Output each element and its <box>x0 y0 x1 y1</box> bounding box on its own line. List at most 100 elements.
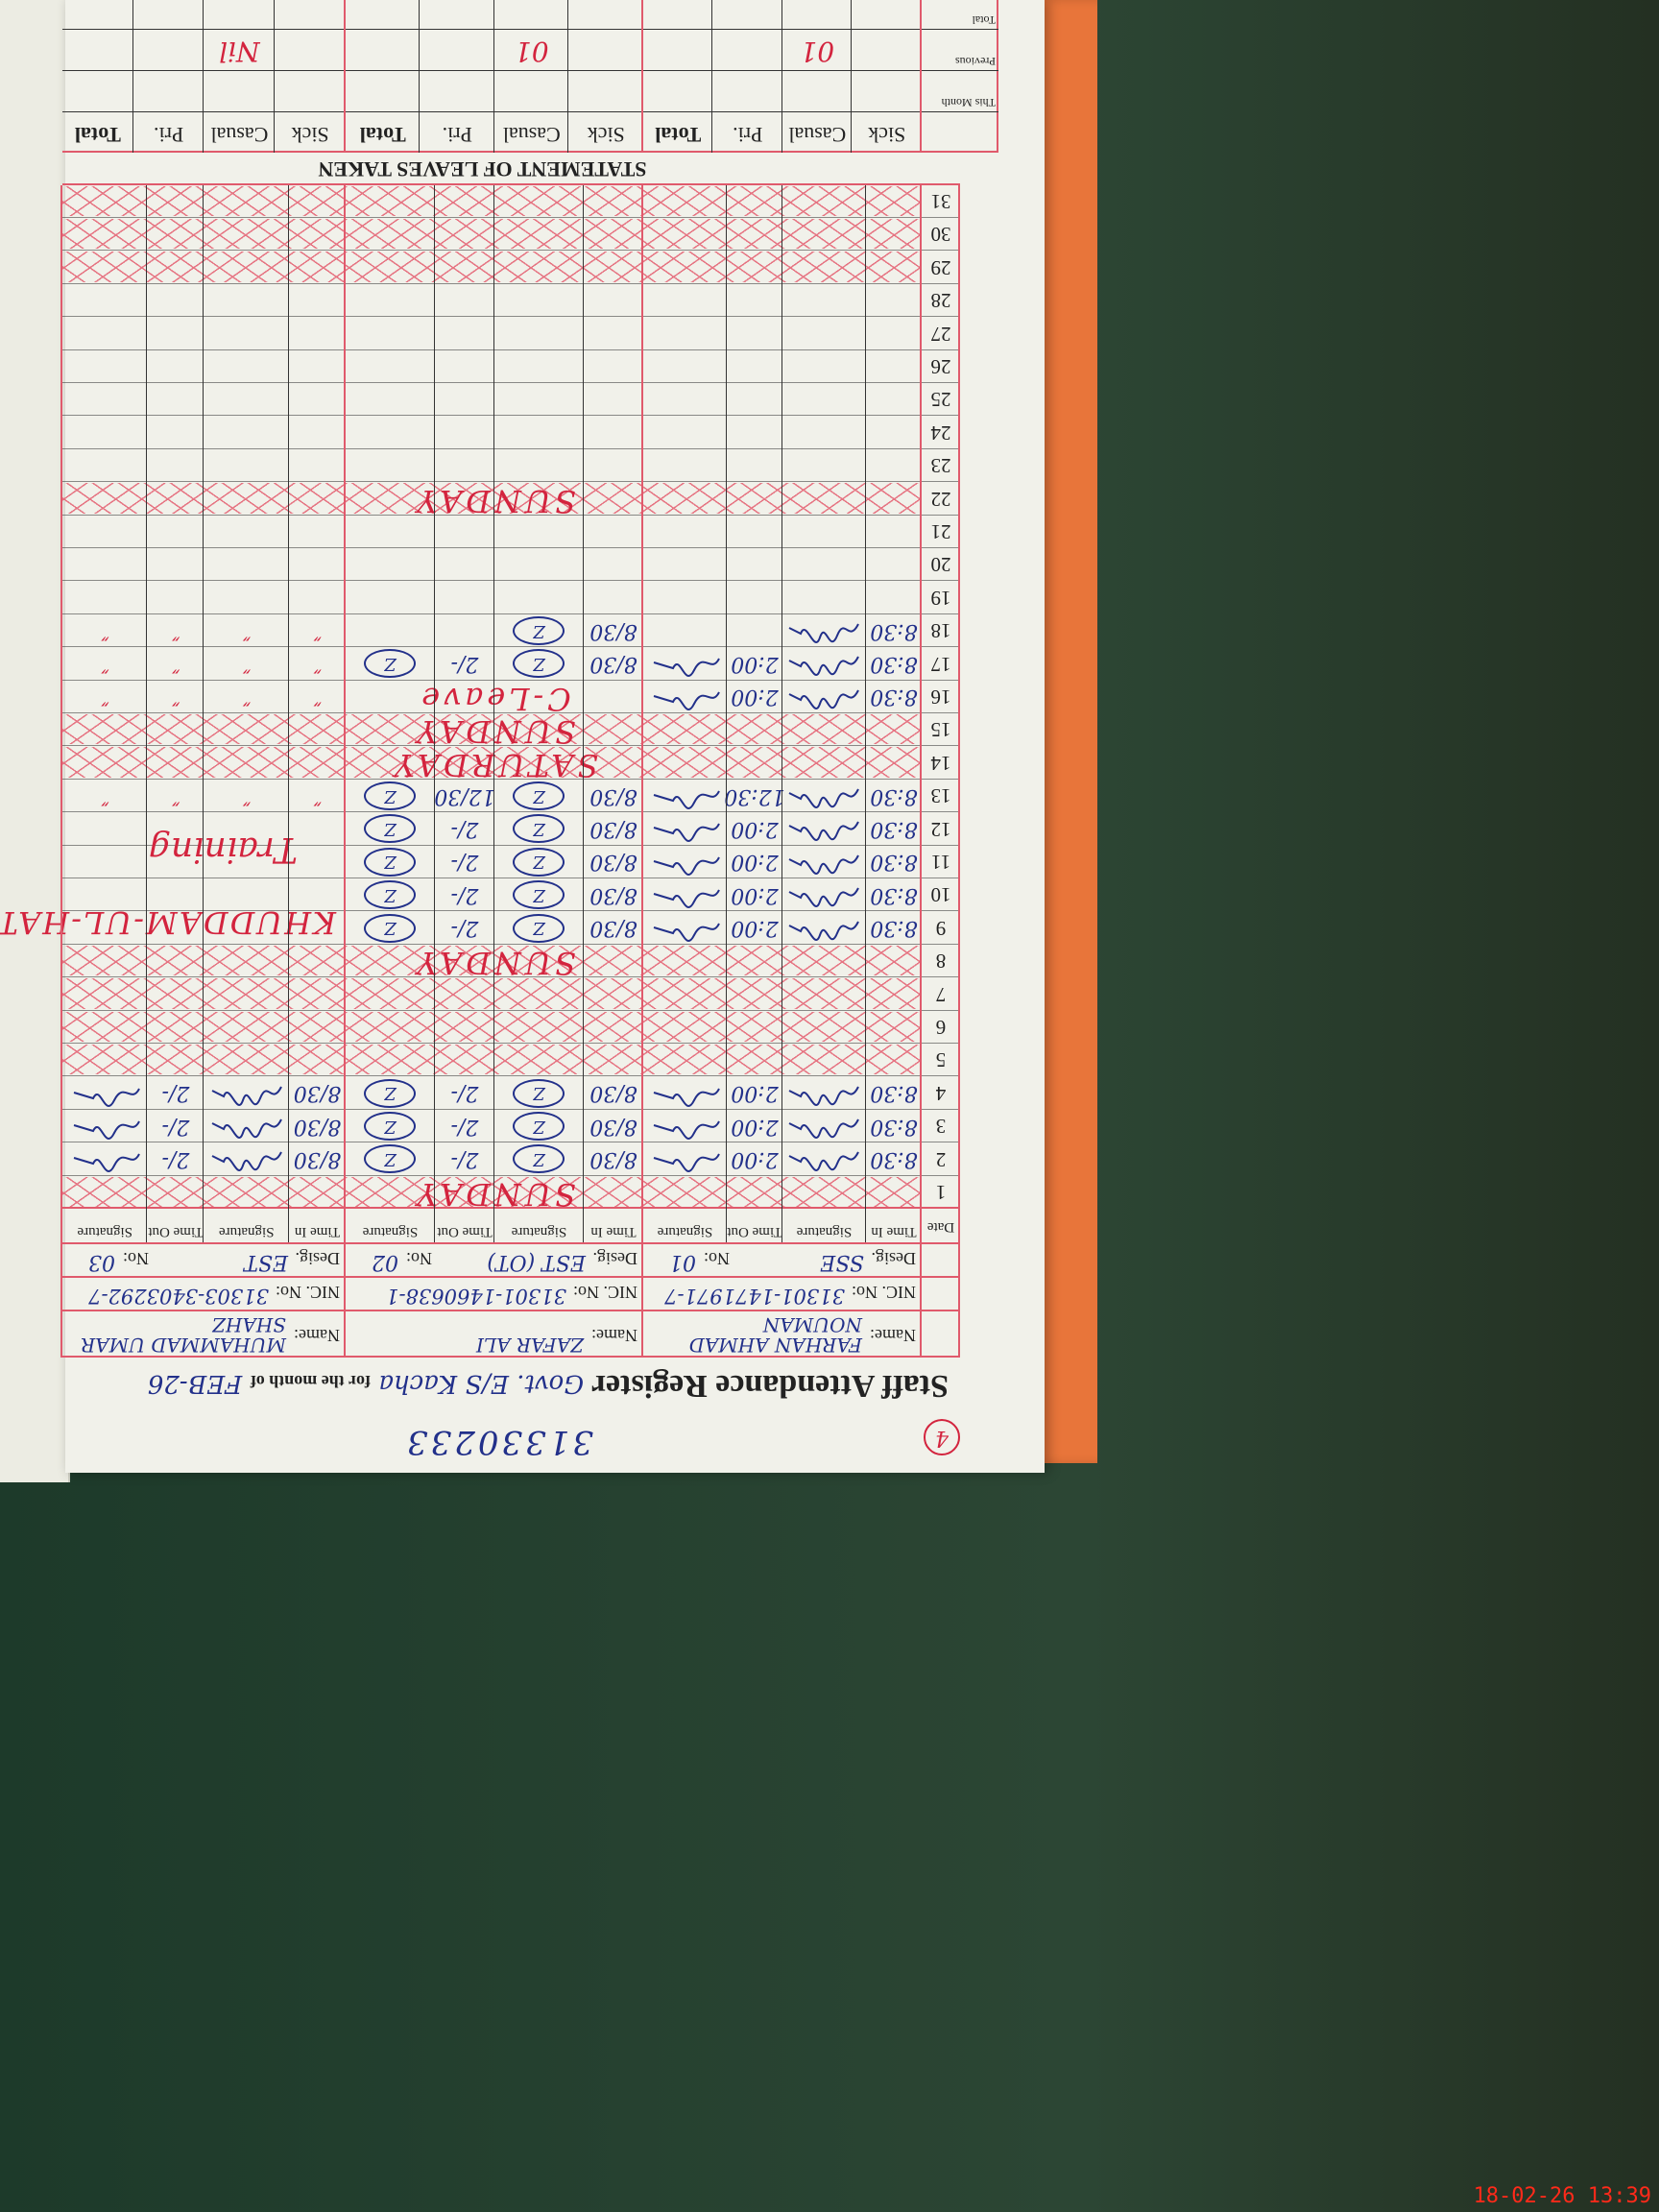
date-cell: 26 <box>930 355 951 378</box>
time-in-value: 8:30 <box>870 651 918 676</box>
block-rule <box>344 184 346 1358</box>
time-out-value: 2:00 <box>731 816 779 841</box>
signature-mark <box>782 911 866 944</box>
column-header-signature: Signature <box>77 1224 133 1239</box>
date-cell: 11 <box>930 851 951 874</box>
date-cell: 3 <box>935 1115 947 1139</box>
date-cell: 18 <box>930 619 951 643</box>
signature-scribble-icon <box>654 856 721 876</box>
time-in-value: 8:30 <box>870 882 918 907</box>
ditto-mark: ″ <box>242 618 251 643</box>
date-cell: 22 <box>930 487 951 511</box>
leave-column-rule <box>920 0 922 153</box>
date-cell: 2 <box>935 1147 947 1171</box>
time-in-value: 8:30 <box>870 916 918 941</box>
row-rule <box>62 1009 960 1011</box>
leave-header-total: Total <box>359 122 406 147</box>
name-label: Name: <box>591 1326 637 1345</box>
ditto-mark: ″ <box>313 783 322 808</box>
time-in-value: 8/30 <box>589 618 637 643</box>
header-rule <box>62 1276 960 1278</box>
row-rule <box>62 217 960 218</box>
leave-header-pri: Pri. <box>733 122 763 147</box>
staff-name: FARHAN AHMAD NOUMAN <box>688 1313 862 1357</box>
holiday-cross-hatch <box>62 185 922 216</box>
holiday-cross-hatch <box>62 978 922 1009</box>
signature-scribble-icon <box>789 689 860 709</box>
time-in-value: 8/30 <box>589 651 637 676</box>
signature-mark <box>643 780 727 812</box>
leave-column-rule <box>274 0 276 153</box>
signature-mark: Z <box>494 1142 584 1175</box>
previous-casual-leaves: 01 <box>514 35 549 67</box>
previous-casual-leaves: Nil <box>219 35 260 67</box>
time-out-value: 2/- <box>161 1081 190 1106</box>
staff-nic: 31301-1471971-7 <box>664 1285 845 1308</box>
leave-column-rule <box>132 0 133 153</box>
leave-row-label: Previous <box>955 54 996 68</box>
column-rule <box>493 184 494 1242</box>
leave-table-left-rule <box>997 0 998 153</box>
leave-column-rule <box>641 0 643 153</box>
staff-no: 01 <box>669 1250 696 1274</box>
column-header-signature: Signature <box>511 1224 567 1239</box>
name-label: Name: <box>294 1326 340 1345</box>
staff-desig: EST <box>244 1250 288 1274</box>
signature-mark <box>62 1142 148 1175</box>
holiday-note: SUNDAY <box>413 945 576 982</box>
row-rule <box>62 1043 960 1044</box>
time-in-value: 8/30 <box>589 850 637 875</box>
training-note-line-1: KHUDDAM-UL-HATAT <box>0 903 336 941</box>
holiday-cross-hatch <box>62 219 922 250</box>
circled-z-signature-icon: Z <box>513 1078 565 1108</box>
header-rule <box>62 1207 960 1209</box>
column-header-time-in: Time In <box>871 1224 917 1239</box>
ditto-mark: ″ <box>242 685 251 709</box>
column-rule <box>865 184 866 1242</box>
leave-header-casual: Casual <box>788 122 847 147</box>
leave-row-label: Total <box>972 12 997 27</box>
column-header-date: Date <box>926 1219 955 1235</box>
nic-label: NIC. No: <box>276 1283 340 1302</box>
date-cell: 31 <box>930 190 951 213</box>
circled-z-signature-icon: Z <box>513 781 565 811</box>
time-in-value: 8:30 <box>870 1114 918 1139</box>
time-in-value: 8/30 <box>589 1114 637 1139</box>
time-out-value: 12:30 <box>724 783 785 808</box>
ditto-mark: ″ <box>242 783 251 808</box>
leave-header-sick: Sick <box>587 122 625 147</box>
signature-mark <box>643 812 727 845</box>
signature-mark <box>204 1142 290 1175</box>
staff-no: 03 <box>88 1250 115 1274</box>
staff-name: ZAFAR ALI <box>476 1334 584 1357</box>
signature-mark <box>643 911 727 944</box>
time-in-value: 8/30 <box>293 1081 342 1106</box>
staff-nic: 31303-3403292-7 <box>88 1285 269 1308</box>
time-out-value: 2/- <box>161 1114 190 1139</box>
circled-z-signature-icon: Z <box>513 1112 565 1142</box>
row-rule <box>62 316 960 318</box>
time-in-value: 8/30 <box>589 916 637 941</box>
signature-mark: Z <box>346 911 435 944</box>
signature-mark <box>782 846 866 878</box>
column-header-time-out: Time Out <box>148 1224 204 1239</box>
ditto-mark: ″ <box>242 651 251 676</box>
leave-header-pri: Pri. <box>154 122 184 147</box>
row-rule <box>62 282 960 284</box>
signature-scribble-icon <box>654 1120 721 1140</box>
signature-scribble-icon <box>789 854 860 875</box>
leave-column-rule <box>851 0 853 153</box>
date-cell: 1 <box>935 1181 947 1204</box>
leave-note: C-Leave <box>418 681 571 717</box>
date-cell: 4 <box>935 1081 947 1105</box>
column-header-time-in: Time In <box>590 1224 637 1239</box>
holiday-note: SUNDAY <box>413 482 576 519</box>
signature-scribble-icon <box>654 823 721 843</box>
time-out-value: 2:00 <box>731 1081 779 1106</box>
signature-scribble-icon <box>73 1120 141 1140</box>
signature-mark: Z <box>346 878 435 911</box>
circled-z-signature-icon: Z <box>513 814 565 844</box>
circled-z-signature-icon: Z <box>364 1078 417 1108</box>
leaves-statement-title: STATEMENT OF LEAVES TAKEN <box>318 156 647 181</box>
